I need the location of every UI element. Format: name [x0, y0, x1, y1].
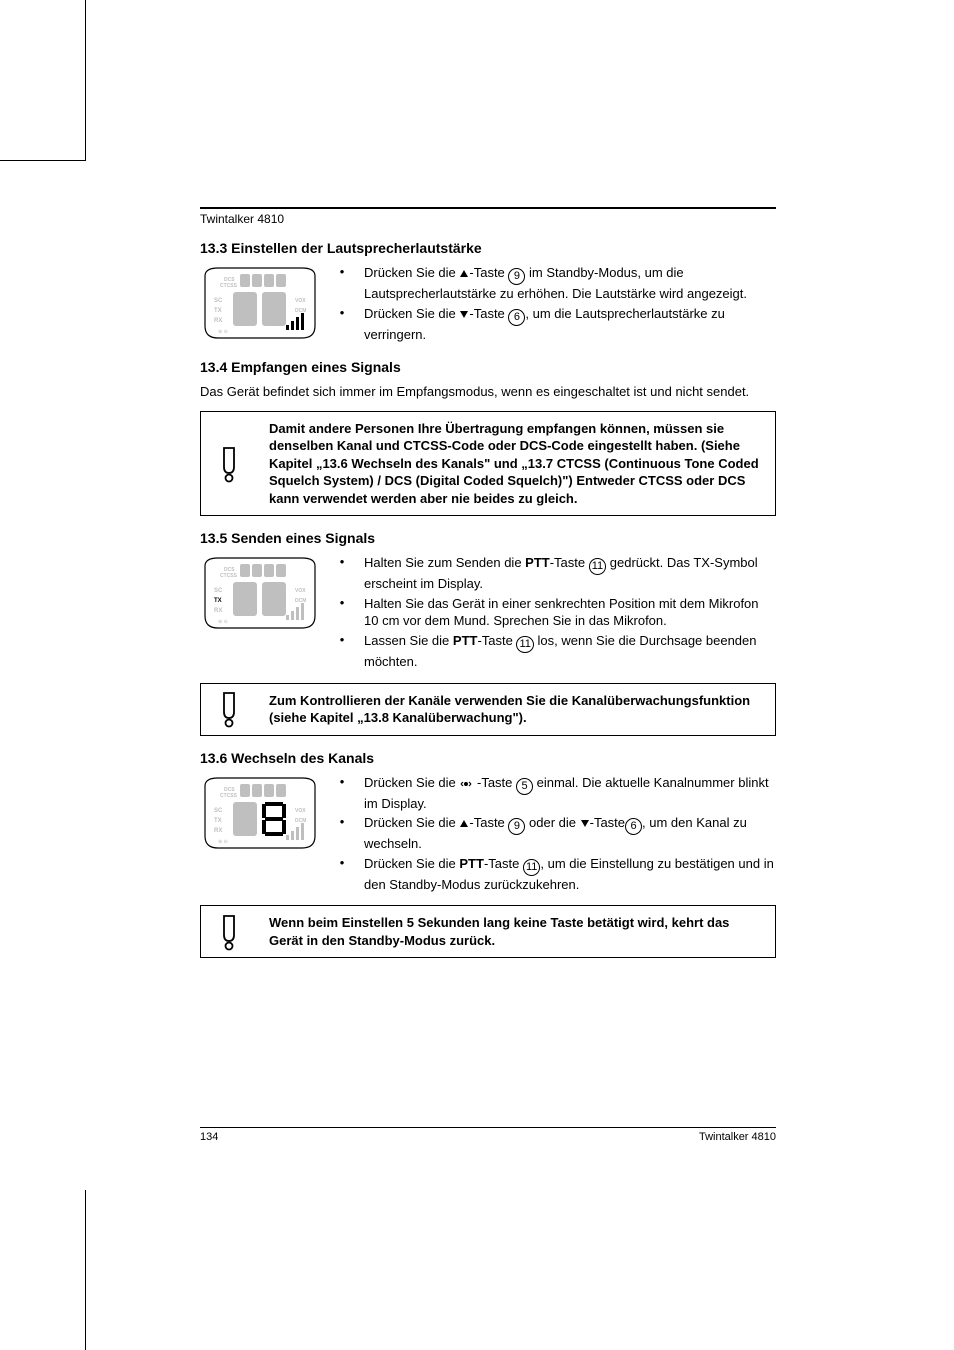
svg-text:⊕ ⊖: ⊕ ⊖ [218, 329, 228, 335]
svg-text:VOX: VOX [295, 808, 306, 814]
bullet-text: Drücken Sie die PTT-Taste 11, um die Ein… [364, 855, 776, 894]
key-ref-11: 11 [516, 636, 533, 653]
header-product: Twintalker 4810 [200, 212, 284, 226]
svg-text:TX: TX [214, 818, 222, 824]
down-arrow-icon [459, 306, 469, 324]
note-box-13-6: Wenn beim Einstellen 5 Sekunden lang kei… [200, 905, 776, 958]
svg-text:DCM: DCM [295, 308, 306, 314]
bullet-text: Drücken Sie die -Taste 6, um die Lautspr… [364, 305, 776, 344]
note-box-13-5: Zum Kontrollieren der Kanäle verwenden S… [200, 683, 776, 736]
note-text: Wenn beim Einstellen 5 Sekunden lang kei… [269, 906, 775, 957]
bullet-marker: • [338, 814, 346, 853]
bullet-marker: • [338, 264, 346, 303]
bullet-marker: • [338, 305, 346, 344]
section-13-6-title: 13.6 Wechseln des Kanals [200, 750, 776, 766]
menu-icon [459, 777, 473, 795]
down-arrow-icon [580, 815, 590, 833]
key-ref-6: 6 [508, 309, 525, 326]
svg-text:CTCSS: CTCSS [220, 283, 238, 289]
bullet-text: Halten Sie das Gerät in einer senkrechte… [364, 595, 776, 630]
page-number: 134 [200, 1131, 218, 1143]
svg-text:CTCSS: CTCSS [220, 573, 238, 579]
svg-text:SC: SC [214, 588, 223, 594]
note-icon [201, 907, 257, 957]
key-ref-6: 6 [625, 818, 642, 835]
svg-text:RX: RX [214, 608, 222, 614]
svg-text:VOX: VOX [295, 298, 306, 304]
footer-product: Twintalker 4810 [699, 1131, 776, 1143]
section-13-6-bullets: • Drücken Sie die -Taste 5 einmal. Die a… [338, 774, 776, 896]
key-ref-11: 11 [523, 859, 540, 876]
bullet-marker: • [338, 632, 346, 671]
key-ref-9: 9 [508, 818, 525, 835]
svg-text:RX: RX [214, 828, 222, 834]
key-ref-11: 11 [589, 558, 606, 575]
svg-text:SC: SC [214, 298, 223, 304]
page-header: Twintalker 4810 [200, 207, 776, 226]
bullet-marker: • [338, 554, 346, 593]
note-text: Damit andere Personen Ihre Übertragung e… [269, 412, 775, 516]
svg-text:TX: TX [214, 598, 222, 604]
svg-text:DCM: DCM [295, 598, 306, 604]
bullet-text: Drücken Sie die -Taste 9 oder die -Taste… [364, 814, 776, 853]
section-13-3-title: 13.3 Einstellen der Lautsprecherlautstär… [200, 240, 776, 256]
section-13-5-title: 13.5 Senden eines Signals [200, 530, 776, 546]
lcd-figure-tx: DCS CTCSS SC TX RX VOX DCM ⊕ ⊖ [200, 556, 320, 631]
bullet-marker: • [338, 855, 346, 894]
section-13-4-para: Das Gerät befindet sich immer im Empfang… [200, 383, 776, 401]
page-footer: 134 Twintalker 4810 [200, 1127, 776, 1143]
key-ref-9: 9 [508, 268, 525, 285]
note-icon [201, 684, 257, 734]
bullet-text: Halten Sie zum Senden die PTT-Taste 11 g… [364, 554, 776, 593]
lcd-figure-channel: DCS CTCSS SC TX RX VOX DCM ⊕ ⊖ [200, 776, 320, 851]
section-13-5-bullets: • Halten Sie zum Senden die PTT-Taste 11… [338, 554, 776, 672]
bullet-marker: • [338, 595, 346, 630]
note-icon [201, 439, 257, 489]
lcd-figure-volume: DCS CTCSS SC TX RX VOX DCM ⊕ ⊖ [200, 266, 320, 341]
svg-text:SC: SC [214, 808, 223, 814]
svg-text:RX: RX [214, 318, 222, 324]
svg-text:DCM: DCM [295, 818, 306, 824]
note-text: Zum Kontrollieren der Kanäle verwenden S… [269, 684, 775, 735]
key-ref-5: 5 [516, 778, 533, 795]
svg-text:VOX: VOX [295, 588, 306, 594]
svg-text:⊕ ⊖: ⊕ ⊖ [218, 839, 228, 845]
svg-text:⊕ ⊖: ⊕ ⊖ [218, 619, 228, 625]
section-13-4-title: 13.4 Empfangen eines Signals [200, 359, 776, 375]
bullet-text: Drücken Sie die -Taste 5 einmal. Die akt… [364, 774, 776, 813]
section-13-3-bullets: • Drücken Sie die -Taste 9 im Standby-Mo… [338, 264, 776, 345]
up-arrow-icon [459, 815, 469, 833]
bullet-marker: • [338, 774, 346, 813]
note-box-13-4: Damit andere Personen Ihre Übertragung e… [200, 411, 776, 517]
up-arrow-icon [459, 265, 469, 283]
svg-text:TX: TX [214, 308, 222, 314]
svg-text:CTCSS: CTCSS [220, 793, 238, 799]
bullet-text: Lassen Sie die PTT-Taste 11 los, wenn Si… [364, 632, 776, 671]
bullet-text: Drücken Sie die -Taste 9 im Standby-Modu… [364, 264, 776, 303]
